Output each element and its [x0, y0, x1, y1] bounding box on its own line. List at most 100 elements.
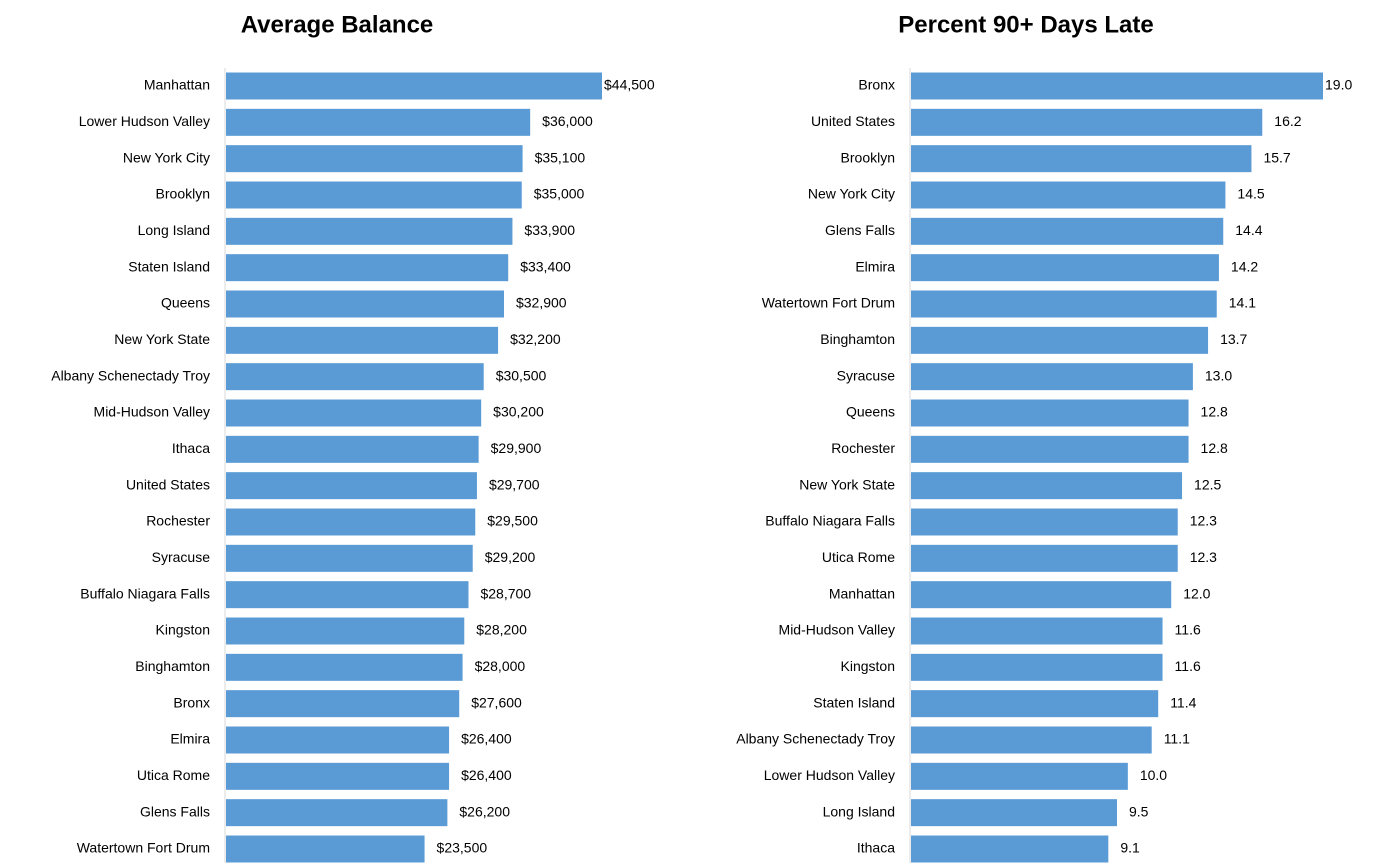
bar — [911, 653, 1163, 681]
value-label: $33,400 — [520, 258, 571, 274]
bar — [911, 581, 1172, 609]
category-label: Glens Falls — [140, 803, 210, 819]
bar — [911, 290, 1217, 318]
bar — [226, 835, 425, 863]
category-label: Queens — [161, 295, 210, 311]
category-label: New York State — [799, 476, 895, 492]
bar — [226, 217, 513, 245]
category-label: Long Island — [823, 803, 895, 819]
value-label: $26,400 — [461, 767, 512, 783]
bar — [911, 617, 1163, 645]
bar — [226, 653, 463, 681]
value-label: 10.0 — [1140, 767, 1167, 783]
bar — [226, 799, 448, 827]
value-label: 11.6 — [1175, 622, 1201, 638]
category-label: Staten Island — [813, 694, 895, 710]
category-label: Staten Island — [128, 258, 210, 274]
value-label: 14.5 — [1237, 186, 1264, 202]
bar — [226, 581, 469, 609]
value-label: $44,500 — [604, 77, 655, 93]
value-label: $29,700 — [489, 476, 540, 492]
bar — [911, 799, 1117, 827]
bar — [226, 363, 484, 391]
bar — [911, 363, 1193, 391]
value-label: 12.8 — [1201, 404, 1228, 420]
chart-title: Average Balance — [241, 11, 434, 38]
category-label: Rochester — [831, 440, 895, 456]
bar — [911, 690, 1159, 718]
bar — [226, 690, 460, 718]
category-label: Watertown Fort Drum — [762, 295, 895, 311]
bar — [226, 254, 509, 282]
value-label: $30,200 — [493, 404, 544, 420]
value-label: 13.7 — [1220, 331, 1247, 347]
bar — [911, 254, 1219, 282]
bar — [226, 544, 473, 572]
category-label: Albany Schenectady Troy — [736, 731, 895, 747]
bar — [911, 108, 1263, 136]
value-label: 15.7 — [1263, 149, 1290, 165]
bar — [911, 835, 1109, 863]
value-label: 9.1 — [1120, 840, 1140, 856]
value-label: $29,900 — [491, 440, 542, 456]
value-label: $23,500 — [437, 840, 488, 856]
value-label: $29,500 — [487, 513, 538, 529]
value-label: $35,000 — [534, 186, 585, 202]
bar — [226, 108, 531, 136]
category-label: Glens Falls — [825, 222, 895, 238]
category-label: Long Island — [138, 222, 210, 238]
bar — [911, 544, 1178, 572]
category-label: United States — [126, 476, 210, 492]
bar — [226, 290, 504, 318]
category-label: Kingston — [156, 622, 210, 638]
bar — [911, 181, 1226, 209]
bar — [226, 72, 602, 100]
category-label: Brooklyn — [156, 186, 210, 202]
bar — [226, 399, 482, 427]
bar — [911, 762, 1128, 790]
category-label: Lower Hudson Valley — [764, 767, 895, 783]
value-label: 19.0 — [1325, 77, 1352, 93]
bar — [911, 435, 1189, 463]
bar — [226, 181, 522, 209]
value-label: $29,200 — [485, 549, 536, 565]
bar — [226, 508, 476, 536]
value-label: $30,500 — [496, 367, 547, 383]
value-label: 16.2 — [1274, 113, 1301, 129]
value-label: $35,100 — [535, 149, 586, 165]
bar — [911, 508, 1178, 536]
category-label: Mid-Hudson Valley — [94, 404, 210, 420]
category-label: Binghamton — [820, 331, 895, 347]
category-label: Watertown Fort Drum — [77, 840, 210, 856]
category-label: Buffalo Niagara Falls — [765, 513, 895, 529]
value-label: $28,000 — [475, 658, 526, 674]
bar — [911, 472, 1183, 500]
value-label: 14.2 — [1231, 258, 1258, 274]
value-label: $36,000 — [542, 113, 593, 129]
value-label: 12.3 — [1190, 549, 1217, 565]
category-label: Albany Schenectady Troy — [51, 367, 210, 383]
category-label: New York City — [808, 186, 895, 202]
category-label: Manhattan — [144, 77, 210, 93]
value-label: $28,200 — [476, 622, 527, 638]
value-label: $32,900 — [516, 295, 567, 311]
bar — [226, 472, 477, 500]
category-label: Manhattan — [829, 585, 895, 601]
category-label: Ithaca — [857, 840, 895, 856]
value-label: 11.1 — [1164, 731, 1190, 747]
category-label: Brooklyn — [841, 149, 895, 165]
category-label: Binghamton — [135, 658, 210, 674]
value-label: $26,400 — [461, 731, 512, 747]
value-label: $27,600 — [471, 694, 522, 710]
value-label: 13.0 — [1205, 367, 1232, 383]
value-label: 12.3 — [1190, 513, 1217, 529]
category-label: Elmira — [855, 258, 895, 274]
bar — [911, 399, 1189, 427]
category-label: New York City — [123, 149, 210, 165]
chart-title: Percent 90+ Days Late — [898, 11, 1153, 38]
category-label: Utica Rome — [137, 767, 210, 783]
bar — [226, 326, 499, 354]
value-label: 14.4 — [1235, 222, 1262, 238]
category-label: Lower Hudson Valley — [79, 113, 210, 129]
